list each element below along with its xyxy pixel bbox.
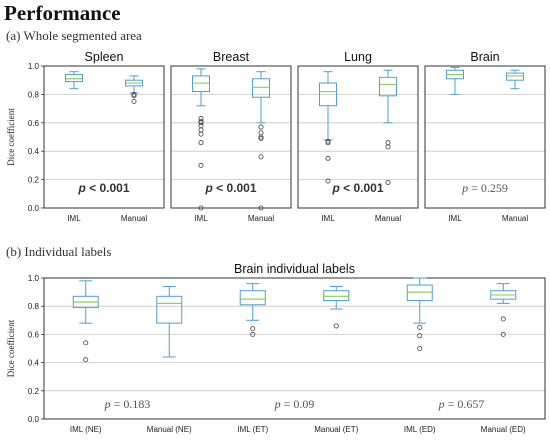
xtick-label-4-2: IML (ET) <box>237 425 268 434</box>
outlier-4-5-0 <box>500 316 506 322</box>
outlier-1-1-1 <box>258 130 264 136</box>
panel-title-2: Lung <box>344 50 372 64</box>
outlier-2-0-1 <box>325 140 331 146</box>
ytick-label-0-4: 0.8 <box>28 90 40 99</box>
xtick-label-4-4: IML (ED) <box>404 425 436 434</box>
p-value-4-0: p = 0.183 <box>104 397 151 411</box>
xtick-label-4-3: Manual (ET) <box>314 425 358 434</box>
outlier-2-0-0 <box>325 138 331 144</box>
outlier-1-0-5 <box>198 131 204 137</box>
ytick-label-4-1: 0.2 <box>28 387 40 396</box>
outlier-2-1-0 <box>385 140 391 146</box>
xtick-label-3-1: Manual <box>502 214 528 223</box>
xtick-label-4-1: Manual (NE) <box>147 425 192 434</box>
box-1-1 <box>252 78 270 98</box>
box-2-1 <box>379 76 397 97</box>
panel-title-0: Spleen <box>85 50 124 64</box>
outlier-4-2-0 <box>250 326 256 332</box>
xtick-label-4-0: IML (NE) <box>70 425 102 434</box>
xtick-label-4-5: Manual (ED) <box>481 425 526 434</box>
outlier-4-5-1 <box>500 331 506 337</box>
panel-title-1: Breast <box>213 50 250 64</box>
outlier-1-0-4 <box>198 127 204 133</box>
outlier-2-0-3 <box>325 178 331 184</box>
box-4-4 <box>406 284 433 302</box>
p-value-4-2: p = 0.657 <box>438 397 485 411</box>
ytick-label-0-5: 1.0 <box>28 62 40 71</box>
outlier-4-4-0 <box>417 324 423 330</box>
outlier-1-1-5 <box>258 205 264 211</box>
ytick-label-0-2: 0.4 <box>28 147 40 156</box>
ytick-label-4-5: 1.0 <box>28 274 40 283</box>
panel-frame-4 <box>43 277 546 420</box>
xtick-label-0-0: IML <box>67 214 81 223</box>
p-value-0: p < 0.001 <box>77 181 129 195</box>
xtick-label-1-0: IML <box>194 214 208 223</box>
outlier-4-0-0 <box>83 340 89 346</box>
xtick-label-3-0: IML <box>448 214 462 223</box>
y-axis-label-0: Dice coefficient <box>6 108 16 166</box>
xtick-label-2-0: IML <box>321 214 335 223</box>
xtick-label-2-1: Manual <box>375 214 401 223</box>
box-1-0 <box>192 75 210 93</box>
ytick-label-4-2: 0.4 <box>28 359 40 368</box>
panel-frame-1 <box>170 65 292 209</box>
ytick-label-0-1: 0.2 <box>28 176 40 185</box>
xtick-label-1-1: Manual <box>248 214 274 223</box>
ytick-label-4-4: 0.8 <box>28 302 40 311</box>
outlier-4-2-1 <box>250 331 256 337</box>
outlier-4-0-1 <box>83 357 89 363</box>
ytick-label-0-3: 0.6 <box>28 119 40 128</box>
figure-title: Performance <box>4 1 121 25</box>
p-value-3: p = 0.259 <box>461 181 508 195</box>
p-value-1: p < 0.001 <box>204 181 256 195</box>
box-4-2 <box>239 290 266 306</box>
box-4-3 <box>323 290 350 302</box>
box-4-1 <box>156 295 183 324</box>
section-a-caption: (a) Whole segmented area <box>6 28 142 43</box>
panel-title-3: Brain <box>470 50 499 64</box>
outlier-1-1-3 <box>258 135 264 141</box>
outlier-1-0-7 <box>198 162 204 168</box>
outlier-2-0-2 <box>325 155 331 161</box>
panel-frame-0 <box>43 65 165 209</box>
outlier-0-1-0 <box>131 91 137 97</box>
outlier-4-4-1 <box>417 333 423 339</box>
ytick-label-4-3: 0.6 <box>28 330 40 339</box>
ytick-label-0-0: 0.0 <box>28 204 40 213</box>
box-3-1 <box>506 72 524 81</box>
outlier-1-1-2 <box>258 134 264 140</box>
panel-frame-3 <box>424 65 546 209</box>
p-value-2: p < 0.001 <box>331 181 383 195</box>
panel-title-4: Brain individual labels <box>234 262 355 276</box>
box-2-0 <box>319 82 337 107</box>
outlier-0-1-1 <box>131 93 137 99</box>
ytick-label-4-0: 0.0 <box>28 415 40 424</box>
outlier-1-1-0 <box>258 124 264 130</box>
outlier-2-1-1 <box>385 144 391 150</box>
box-0-0 <box>65 74 83 83</box>
section-b-caption: (b) Individual labels <box>6 244 112 259</box>
outlier-1-0-2 <box>198 120 204 126</box>
outlier-1-1-4 <box>258 154 264 160</box>
y-axis-label-4: Dice coefficient <box>6 319 16 377</box>
outlier-0-1-2 <box>131 99 137 105</box>
xtick-label-0-1: Manual <box>121 214 147 223</box>
outlier-1-0-6 <box>198 140 204 146</box>
outlier-1-0-8 <box>198 205 204 211</box>
outlier-4-4-2 <box>417 345 423 351</box>
p-value-4-1: p = 0.09 <box>274 397 315 411</box>
panel-frame-2 <box>297 65 419 209</box>
outlier-4-3-0 <box>333 323 339 329</box>
outlier-1-0-3 <box>198 123 204 129</box>
outlier-2-1-2 <box>385 179 391 185</box>
